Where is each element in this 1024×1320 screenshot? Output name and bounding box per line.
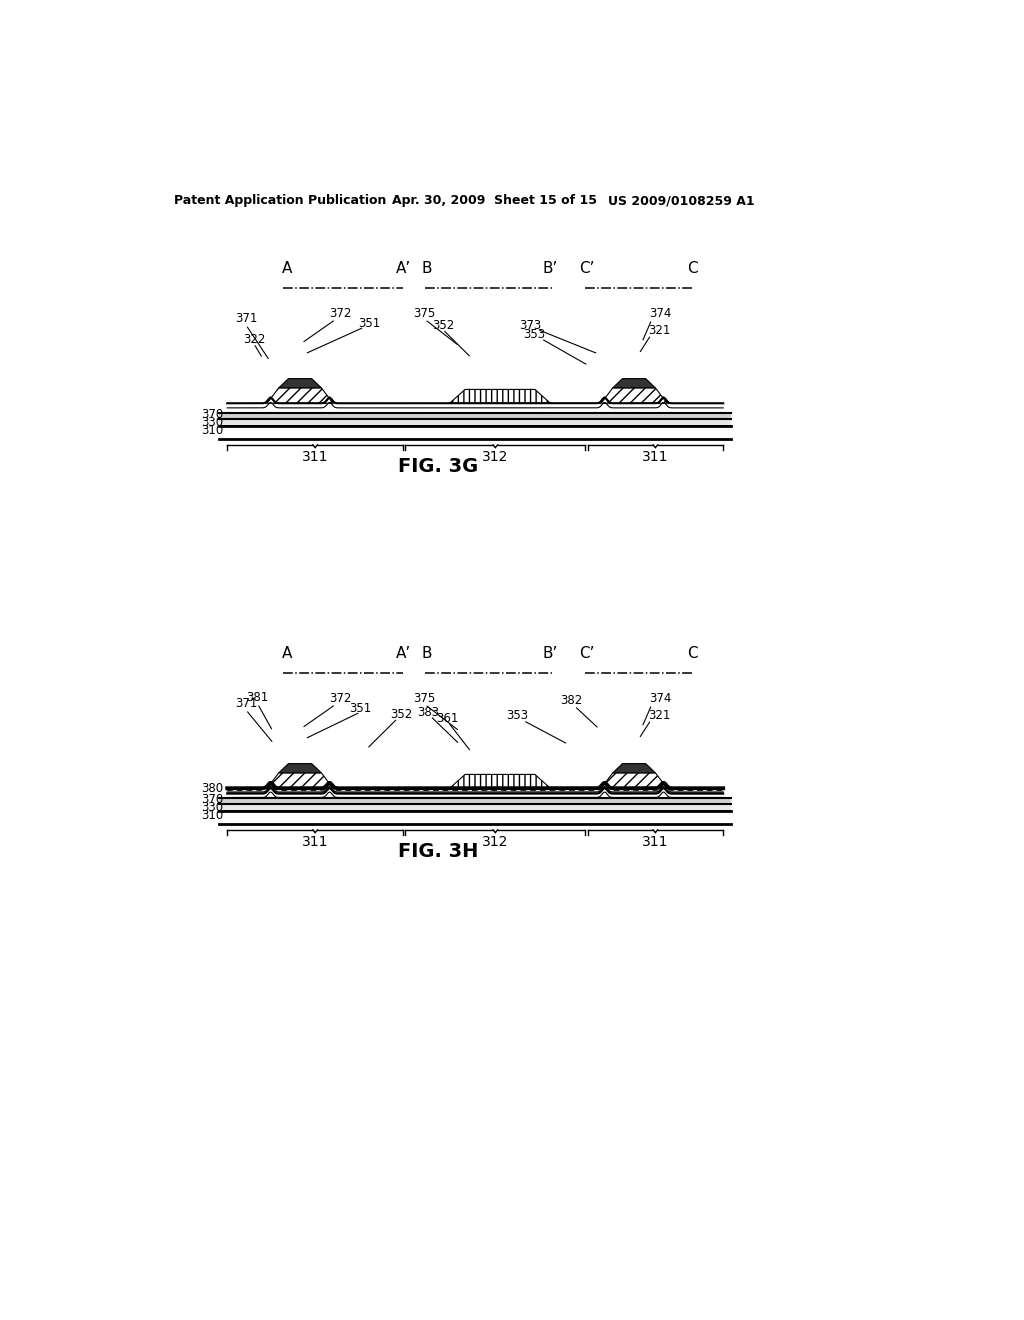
Polygon shape — [267, 388, 333, 404]
Text: A: A — [282, 647, 292, 661]
Text: 311: 311 — [302, 836, 329, 849]
Text: C: C — [687, 261, 697, 276]
Text: 330: 330 — [201, 801, 223, 814]
Text: Apr. 30, 2009  Sheet 15 of 15: Apr. 30, 2009 Sheet 15 of 15 — [391, 194, 597, 207]
Text: 380: 380 — [201, 781, 223, 795]
Text: 383: 383 — [417, 705, 439, 718]
Text: 330: 330 — [201, 416, 223, 429]
Text: 371: 371 — [234, 697, 257, 710]
Text: 374: 374 — [649, 308, 671, 321]
Text: B: B — [421, 261, 432, 276]
Polygon shape — [279, 763, 322, 774]
Text: 372: 372 — [330, 308, 352, 321]
Polygon shape — [267, 774, 333, 788]
Text: FIG. 3G: FIG. 3G — [398, 457, 478, 477]
Text: B’: B’ — [543, 261, 558, 276]
Text: 322: 322 — [243, 333, 265, 346]
Text: 361: 361 — [436, 711, 459, 725]
Text: 310: 310 — [201, 809, 223, 822]
Polygon shape — [450, 389, 550, 404]
Text: C: C — [687, 647, 697, 661]
Text: 375: 375 — [414, 693, 435, 705]
Text: 371: 371 — [234, 312, 257, 325]
Text: A’: A’ — [395, 647, 411, 661]
Text: 370: 370 — [201, 408, 223, 421]
Text: 311: 311 — [302, 450, 329, 465]
Text: 310: 310 — [201, 425, 223, 437]
Text: A’: A’ — [395, 261, 411, 276]
Text: 372: 372 — [330, 693, 352, 705]
Text: 352: 352 — [390, 708, 413, 721]
Text: 311: 311 — [642, 836, 669, 849]
Text: 381: 381 — [247, 690, 269, 704]
Text: 312: 312 — [482, 836, 509, 849]
Text: 373: 373 — [519, 319, 542, 333]
Text: 375: 375 — [414, 308, 435, 321]
Text: B: B — [421, 647, 432, 661]
Text: US 2009/0108259 A1: US 2009/0108259 A1 — [608, 194, 755, 207]
Text: 382: 382 — [560, 694, 582, 708]
Polygon shape — [279, 379, 322, 388]
Text: 311: 311 — [642, 450, 669, 465]
Text: 351: 351 — [358, 317, 381, 330]
Text: 312: 312 — [482, 450, 509, 465]
Polygon shape — [612, 763, 655, 774]
Text: C’: C’ — [579, 647, 595, 661]
Text: B’: B’ — [543, 647, 558, 661]
Text: 353: 353 — [523, 329, 546, 342]
Text: 321: 321 — [648, 709, 671, 722]
Polygon shape — [450, 775, 550, 788]
Text: 321: 321 — [648, 325, 671, 338]
Text: 351: 351 — [349, 702, 371, 714]
Text: 352: 352 — [432, 319, 455, 333]
Text: FIG. 3H: FIG. 3H — [397, 842, 478, 861]
Polygon shape — [601, 388, 667, 404]
Polygon shape — [612, 379, 655, 388]
Text: 370: 370 — [201, 793, 223, 807]
Text: A: A — [282, 261, 292, 276]
Text: C’: C’ — [579, 261, 595, 276]
Polygon shape — [601, 774, 667, 788]
Text: 374: 374 — [649, 693, 671, 705]
Text: 353: 353 — [506, 709, 528, 722]
Text: Patent Application Publication: Patent Application Publication — [174, 194, 387, 207]
